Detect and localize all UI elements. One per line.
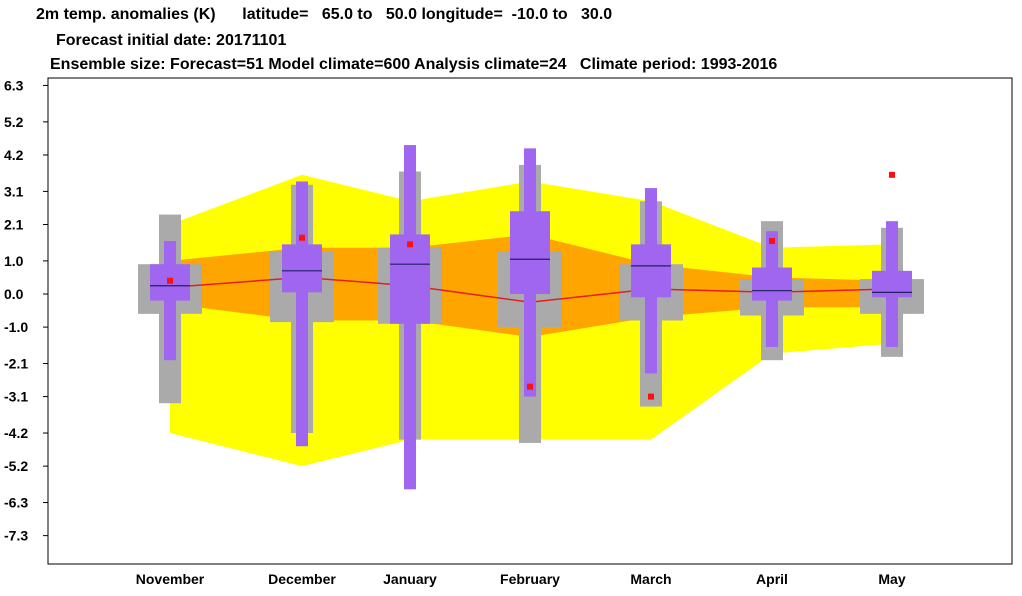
x-tick-label: November xyxy=(136,571,205,587)
y-tick-label: -6.3 xyxy=(4,495,28,511)
forecast-box xyxy=(282,244,322,293)
forecast-box xyxy=(631,244,671,298)
y-tick-label: 0.0 xyxy=(4,286,24,302)
analysis-point xyxy=(407,241,413,248)
x-tick-label: February xyxy=(500,571,560,587)
box-plots xyxy=(138,145,924,490)
y-tick-label: -7.3 xyxy=(4,528,28,544)
header-title-line: 2m temp. anomalies (K) latitude= 65.0 to… xyxy=(36,6,613,23)
y-tick-label: 2.1 xyxy=(4,216,24,232)
header-ensemble-info: Ensemble size: Forecast=51 Model climate… xyxy=(50,56,778,73)
forecast-box xyxy=(872,270,912,298)
y-tick-label: 1.0 xyxy=(4,253,24,269)
x-tick-label: March xyxy=(630,571,671,587)
y-tick-label: 3.1 xyxy=(4,183,24,199)
analysis-point xyxy=(167,277,173,284)
forecast-box xyxy=(390,234,430,324)
forecast-box xyxy=(510,211,550,294)
x-tick-label: January xyxy=(383,571,437,587)
y-tick-label: -1.0 xyxy=(4,319,28,335)
x-tick-label: December xyxy=(268,571,336,587)
y-tick-label: 5.2 xyxy=(4,114,24,130)
analysis-markers xyxy=(167,171,895,400)
y-tick-label: -4.2 xyxy=(4,425,28,441)
analysis-point xyxy=(769,238,775,245)
analysis-point xyxy=(527,383,533,390)
analysis-point xyxy=(889,171,895,178)
y-tick-label: -2.1 xyxy=(4,356,28,372)
forecast-whisker xyxy=(296,181,308,447)
y-tick-label: -5.2 xyxy=(4,458,28,474)
header-initial-date: Forecast initial date: 20171101 xyxy=(56,32,287,49)
y-tick-label: 6.3 xyxy=(4,77,24,93)
analysis-point xyxy=(648,393,654,400)
analysis-point xyxy=(299,234,305,241)
axes: 6.3 5.2 4.2 3.1 2.1 1.0 0.0 -1.0 -2.1 -3.1 -4.2 -5.… xyxy=(4,77,906,587)
y-tick-label: -3.1 xyxy=(4,389,28,405)
forecast-box xyxy=(752,267,792,301)
y-tick-label: 4.2 xyxy=(4,147,24,163)
x-tick-label: April xyxy=(756,571,788,587)
x-tick-label: May xyxy=(878,571,905,587)
